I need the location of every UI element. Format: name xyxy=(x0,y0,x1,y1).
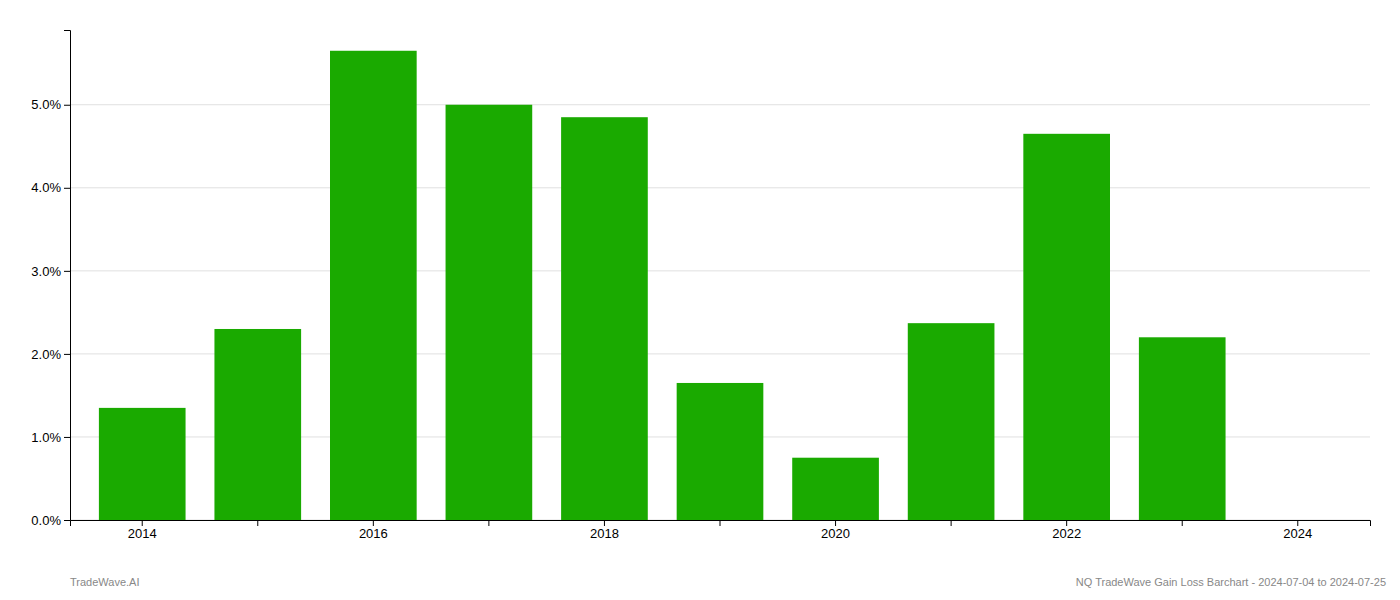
x-tick: 2022 xyxy=(1052,520,1081,541)
chart: 0.0% 1.0% 2.0% 3.0% 4.0% 5.0% 2014 2016 2018 2020… xyxy=(0,0,1400,600)
y-tick: 2.0% xyxy=(31,347,70,362)
y-tick: 3.0% xyxy=(31,264,70,279)
x-tick: 2014 xyxy=(128,520,157,541)
y-tick-mark xyxy=(64,188,70,189)
x-tick: 2020 xyxy=(821,520,850,541)
bar xyxy=(1139,337,1226,520)
bar xyxy=(561,117,648,520)
y-tick-mark xyxy=(64,105,70,106)
bars xyxy=(99,51,1226,520)
x-tick xyxy=(488,520,489,526)
x-tick-mark xyxy=(720,520,721,526)
x-tick-label: 2016 xyxy=(359,526,388,541)
bar xyxy=(908,323,995,520)
bar xyxy=(792,458,879,520)
x-tick-mark xyxy=(142,520,143,526)
x-tick-mark xyxy=(373,520,374,526)
x-tick xyxy=(951,520,952,526)
x-axis-line xyxy=(71,521,1371,527)
y-tick-mark xyxy=(64,354,70,355)
y-tick-label: 4.0% xyxy=(31,180,61,195)
x-tick: 2024 xyxy=(1283,520,1312,541)
x-tick-mark xyxy=(835,520,836,526)
x-tick-label: 2014 xyxy=(128,526,157,541)
y-tick-mark xyxy=(64,520,70,521)
grid-line xyxy=(70,270,1370,271)
y-axis: 0.0% 1.0% 2.0% 3.0% 4.0% 5.0% xyxy=(31,31,70,528)
grid-line xyxy=(70,104,1370,105)
x-tick xyxy=(257,520,258,526)
y-tick-label: 0.0% xyxy=(31,513,61,528)
x-tick-mark xyxy=(604,520,605,526)
y-tick: 5.0% xyxy=(31,97,70,112)
y-tick-label: 5.0% xyxy=(31,97,61,112)
y-tick: 0.0% xyxy=(31,513,70,528)
x-tick-label: 2020 xyxy=(821,526,850,541)
y-tick-label: 1.0% xyxy=(31,430,61,445)
x-tick xyxy=(1182,520,1183,526)
y-tick-label: 3.0% xyxy=(31,264,61,279)
x-tick-mark xyxy=(1066,520,1067,526)
grid xyxy=(70,105,1370,520)
y-tick-mark xyxy=(64,437,70,438)
x-tick-label: 2024 xyxy=(1283,526,1312,541)
bar xyxy=(99,408,186,520)
x-tick: 2016 xyxy=(359,520,388,541)
y-tick: 4.0% xyxy=(31,180,70,195)
bar xyxy=(446,105,533,520)
footer-right: NQ TradeWave Gain Loss Barchart - 2024-0… xyxy=(1076,576,1386,588)
grid-line xyxy=(70,187,1370,188)
x-tick-label: 2022 xyxy=(1052,526,1081,541)
footer-left: TradeWave.AI xyxy=(70,576,140,588)
x-tick-mark xyxy=(951,520,952,526)
bar xyxy=(330,51,417,520)
bar xyxy=(1023,134,1110,520)
x-tick: 2018 xyxy=(590,520,619,541)
x-tick-mark xyxy=(1297,520,1298,526)
x-tick-mark xyxy=(257,520,258,526)
y-axis-line xyxy=(64,31,71,521)
y-tick: 1.0% xyxy=(31,430,70,445)
bar xyxy=(214,329,301,520)
bar xyxy=(677,383,764,520)
x-tick xyxy=(720,520,721,526)
y-tick-mark xyxy=(64,271,70,272)
x-tick-label: 2018 xyxy=(590,526,619,541)
x-tick-mark xyxy=(488,520,489,526)
plot-area: 0.0% 1.0% 2.0% 3.0% 4.0% 5.0% 2014 2016 2018 2020… xyxy=(31,31,1370,542)
y-tick-label: 2.0% xyxy=(31,347,61,362)
bar xyxy=(1254,520,1341,521)
x-tick-mark xyxy=(1182,520,1183,526)
x-axis: 2014 2016 2018 2020 2022 2024 xyxy=(71,520,1371,541)
